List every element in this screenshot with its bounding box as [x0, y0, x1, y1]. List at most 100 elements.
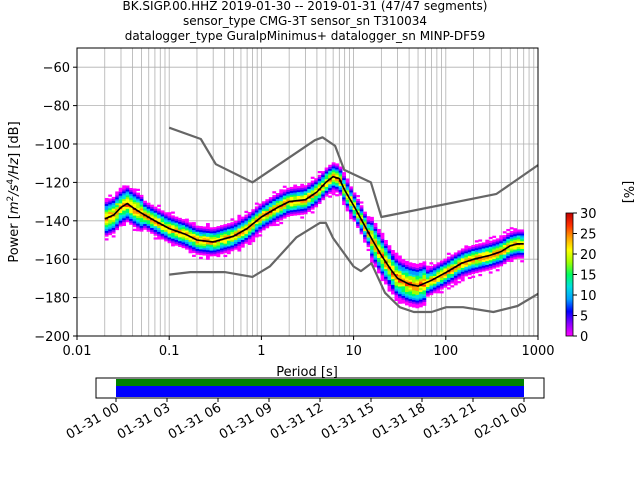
density-cell [415, 290, 420, 293]
density-cell [237, 239, 242, 242]
density-cell [429, 275, 434, 278]
density-cell [146, 225, 151, 228]
density-cell [384, 247, 388, 250]
density-cell [502, 258, 507, 261]
density-cell [331, 193, 336, 196]
density-cell [261, 205, 266, 208]
density-cell [321, 196, 326, 199]
density-cell [443, 260, 448, 263]
density-cell [307, 188, 312, 191]
density-cell [425, 277, 430, 280]
density-cell [363, 211, 367, 214]
density-cell [111, 225, 116, 228]
density-cell [223, 241, 228, 244]
density-cell [366, 235, 371, 238]
density-cell [422, 295, 427, 299]
density-cell [401, 259, 406, 262]
density-cell [342, 181, 346, 184]
density-cell [265, 226, 270, 229]
density-cell [492, 260, 497, 263]
density-cell [398, 301, 402, 304]
density-cell [132, 224, 137, 228]
density-cell [282, 189, 287, 192]
density-cell [108, 223, 113, 226]
density-cell [139, 219, 144, 223]
density-cell [314, 203, 319, 206]
density-cell [408, 266, 413, 269]
timeline-coverage-bottom [116, 386, 524, 397]
density-cell [356, 198, 360, 202]
density-cell [167, 219, 172, 223]
density-cell [108, 227, 113, 230]
density-cell [174, 226, 179, 229]
density-cell [251, 232, 256, 235]
density-cell [370, 228, 374, 231]
density-cell [178, 244, 182, 247]
density-cell [513, 256, 518, 260]
density-cell [391, 292, 395, 295]
density-cell [478, 258, 483, 261]
density-cell [405, 283, 409, 287]
density-cell [356, 221, 360, 225]
density-cell [411, 291, 416, 295]
density-cell [401, 261, 406, 264]
density-cell [240, 218, 245, 221]
density-cell [349, 195, 353, 199]
density-cell [506, 255, 511, 259]
density-cell [439, 285, 444, 288]
density-cell [111, 216, 116, 219]
density-cell [195, 229, 200, 232]
density-cell [150, 206, 154, 209]
density-cell [373, 224, 378, 228]
density-cell [432, 268, 437, 271]
density-cell [293, 211, 298, 214]
density-cell [317, 201, 322, 204]
density-cell [398, 293, 402, 297]
density-cell [328, 187, 332, 191]
density-cell [436, 281, 441, 284]
density-cell [153, 218, 158, 221]
density-cell [422, 294, 427, 297]
density-cell [520, 231, 525, 234]
density-cell [464, 251, 469, 254]
density-cell [373, 240, 378, 243]
density-cell [185, 226, 189, 229]
density-cell [268, 204, 273, 208]
density-cell [443, 270, 448, 273]
density-cell [436, 262, 441, 265]
density-cell [247, 212, 252, 215]
density-cell [467, 251, 472, 255]
density-cell [146, 204, 151, 207]
density-cell [453, 256, 458, 259]
density-cell [506, 234, 511, 237]
density-cell [310, 182, 315, 185]
density-cell [254, 206, 259, 209]
density-cell [356, 219, 360, 223]
density-cell [373, 247, 378, 251]
density-cell [178, 225, 182, 228]
density-cell [279, 200, 284, 204]
density-cell [474, 253, 479, 256]
density-cell [425, 282, 430, 286]
density-cell [377, 265, 381, 268]
density-cell [446, 279, 451, 282]
density-cell [422, 265, 427, 268]
density-cell [202, 245, 207, 248]
density-cell [495, 244, 500, 247]
density-cell [181, 240, 186, 243]
density-cell [356, 223, 360, 227]
density-cell [418, 274, 423, 277]
density-cell [216, 252, 221, 256]
density-cell [474, 246, 479, 249]
density-cell [272, 196, 277, 200]
density-cell [485, 258, 490, 262]
density-cell [160, 220, 165, 223]
density-cell [401, 284, 406, 287]
density-cell [289, 188, 294, 192]
density-cell [185, 235, 189, 239]
density-cell [478, 264, 483, 267]
density-cell [303, 196, 308, 199]
density-cell [377, 240, 381, 243]
density-cell [439, 283, 444, 286]
density-cell [279, 189, 284, 192]
